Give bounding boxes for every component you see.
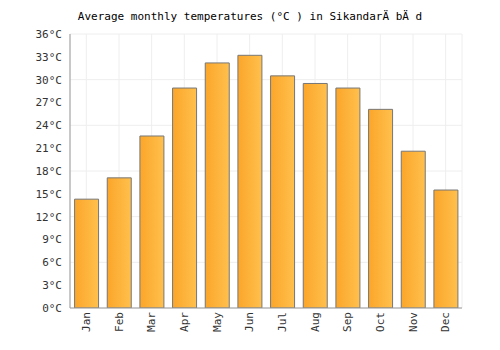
svg-text:Oct: Oct <box>374 312 387 332</box>
svg-text:0°C: 0°C <box>42 302 62 315</box>
svg-text:9°C: 9°C <box>42 233 62 246</box>
svg-text:Nov: Nov <box>407 312 420 332</box>
svg-text:Feb: Feb <box>113 312 126 332</box>
svg-text:Jan: Jan <box>80 312 93 332</box>
svg-text:15°C: 15°C <box>36 188 63 201</box>
svg-text:Dec: Dec <box>439 312 452 332</box>
svg-text:3°C: 3°C <box>42 279 62 292</box>
svg-text:30°C: 30°C <box>36 74 63 87</box>
svg-text:33°C: 33°C <box>36 51 63 64</box>
svg-text:18°C: 18°C <box>36 165 63 178</box>
svg-text:Aug: Aug <box>309 312 322 332</box>
svg-text:21°C: 21°C <box>36 142 63 155</box>
svg-text:27°C: 27°C <box>36 96 63 109</box>
svg-text:Jun: Jun <box>243 312 256 332</box>
svg-text:Apr: Apr <box>178 312 191 332</box>
svg-text:6°C: 6°C <box>42 256 62 269</box>
svg-text:36°C: 36°C <box>36 28 63 41</box>
svg-text:24°C: 24°C <box>36 119 63 132</box>
html-text:Average monthly temperatures (: Average monthly temperatures (°C ) in Si… <box>77 10 423 23</box>
svg-text:May: May <box>211 312 224 332</box>
svg-text:Jul: Jul <box>276 312 289 332</box>
svg-text:12°C: 12°C <box>36 211 63 224</box>
svg-text:Sep: Sep <box>341 312 354 332</box>
svg-text:Mar: Mar <box>145 312 158 332</box>
